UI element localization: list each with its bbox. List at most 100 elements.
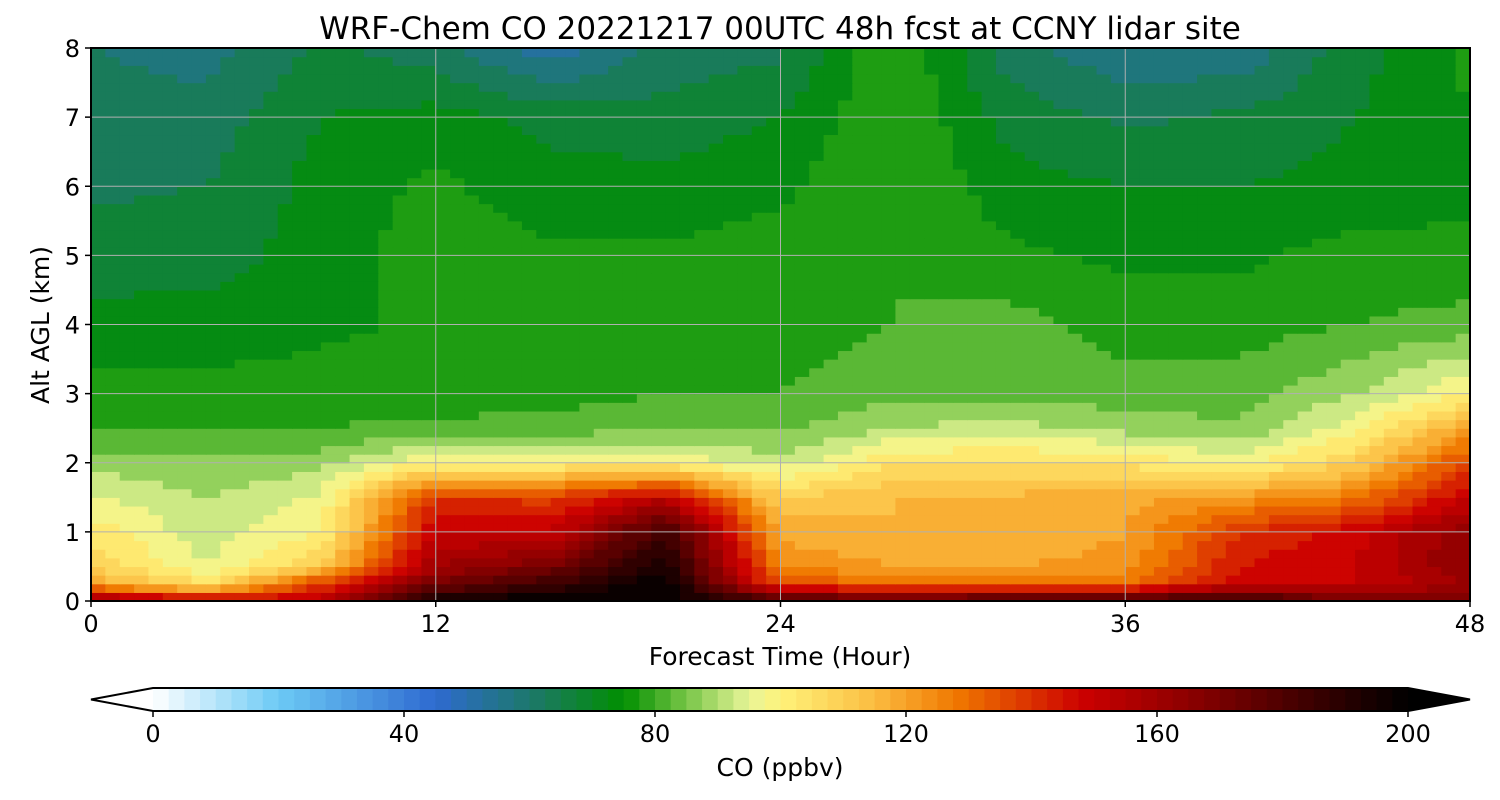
heat-cell xyxy=(1240,255,1256,265)
heat-cell xyxy=(651,238,667,248)
heat-cell xyxy=(306,376,322,386)
heat-cell xyxy=(608,480,624,490)
heat-cell xyxy=(292,575,308,585)
heat-cell xyxy=(521,471,537,481)
heat-cell xyxy=(1168,566,1184,576)
heat-cell xyxy=(550,359,566,369)
heat-cell xyxy=(205,203,221,213)
heat-cell xyxy=(938,281,954,291)
heat-cell xyxy=(493,592,509,601)
heat-cell xyxy=(579,376,595,386)
heat-cell xyxy=(392,384,408,395)
heat-cell xyxy=(320,341,336,352)
heat-cell xyxy=(1153,384,1169,395)
heat-cell xyxy=(866,359,882,369)
heat-cell xyxy=(320,575,336,585)
heat-cell xyxy=(407,419,422,429)
heat-cell xyxy=(766,289,782,300)
heat-cell xyxy=(407,583,422,593)
heat-cell xyxy=(493,402,509,412)
heat-cell xyxy=(723,264,738,274)
heat-cell xyxy=(191,488,207,498)
heat-cell xyxy=(665,575,681,585)
heat-cell xyxy=(1024,194,1040,205)
heat-cell xyxy=(1082,583,1098,593)
heat-cell xyxy=(881,307,897,317)
heat-cell xyxy=(737,523,753,533)
heat-cell xyxy=(708,402,724,412)
heat-cell xyxy=(938,376,954,386)
heat-cell xyxy=(378,203,394,213)
heat-cell xyxy=(478,341,494,352)
heat-cell xyxy=(1254,497,1270,507)
heat-cell xyxy=(766,497,782,507)
heat-cell xyxy=(895,410,911,421)
heat-cell xyxy=(1024,549,1040,559)
heat-cell xyxy=(565,350,580,360)
heat-cell xyxy=(1369,402,1385,412)
heat-cell xyxy=(407,592,422,601)
heat-cell xyxy=(220,480,236,490)
heat-cell xyxy=(995,445,1011,455)
heat-cell xyxy=(1283,575,1299,585)
heat-cell xyxy=(1010,333,1026,343)
heat-cell xyxy=(1426,298,1442,308)
heat-cell xyxy=(1024,177,1040,187)
heat-cell xyxy=(565,186,580,196)
heat-cell xyxy=(924,419,940,429)
heat-cell xyxy=(1311,592,1327,601)
heat-cell xyxy=(1182,341,1198,352)
heat-cell xyxy=(1053,307,1069,317)
heat-cell xyxy=(881,168,897,179)
heat-cell xyxy=(1426,376,1442,386)
heat-cell xyxy=(1340,445,1356,455)
heat-cell xyxy=(1383,359,1399,369)
heat-cell xyxy=(1139,445,1155,455)
heat-cell xyxy=(493,454,509,464)
heat-cell xyxy=(277,566,293,576)
heat-cell xyxy=(1412,341,1428,352)
heat-cell xyxy=(148,238,164,248)
heat-cell xyxy=(1369,220,1385,231)
heat-cell xyxy=(924,428,940,438)
heat-cell xyxy=(234,298,250,308)
heat-cell xyxy=(550,307,566,317)
heat-cell xyxy=(162,194,178,205)
heat-cell xyxy=(306,514,322,524)
heat-cell xyxy=(1225,376,1241,386)
heat-cell xyxy=(105,255,121,265)
heat-cell xyxy=(349,246,365,256)
heat-cell xyxy=(450,289,466,300)
heat-cell xyxy=(363,462,379,472)
heat-cell xyxy=(493,575,509,585)
heat-cell xyxy=(478,583,494,593)
heat-cell xyxy=(177,549,193,559)
heat-cell xyxy=(608,307,624,317)
heat-cell xyxy=(723,583,738,593)
heat-cell xyxy=(579,264,595,274)
heat-cell xyxy=(1039,359,1055,369)
heat-cell xyxy=(1096,281,1112,291)
heat-cell xyxy=(794,410,810,421)
heat-cell xyxy=(435,272,451,282)
heat-cell xyxy=(435,471,451,481)
heat-cell xyxy=(1010,402,1026,412)
heat-cell xyxy=(1254,592,1270,601)
heat-cell xyxy=(1441,298,1457,308)
heat-cell xyxy=(119,272,135,282)
heat-cell xyxy=(636,298,652,308)
heat-cell xyxy=(665,359,681,369)
heat-cell xyxy=(823,428,839,438)
heat-cell xyxy=(737,480,753,490)
heat-cell xyxy=(1383,540,1399,550)
heat-cell xyxy=(1369,186,1385,196)
heat-cell xyxy=(320,471,336,481)
heat-cell xyxy=(162,341,178,352)
heat-cell xyxy=(1053,359,1069,369)
heat-cell xyxy=(407,393,422,403)
heat-cell xyxy=(464,350,480,360)
heat-cell xyxy=(536,592,552,601)
heat-cell xyxy=(1067,160,1083,170)
heat-cell xyxy=(507,531,523,542)
heat-cell xyxy=(292,367,308,377)
